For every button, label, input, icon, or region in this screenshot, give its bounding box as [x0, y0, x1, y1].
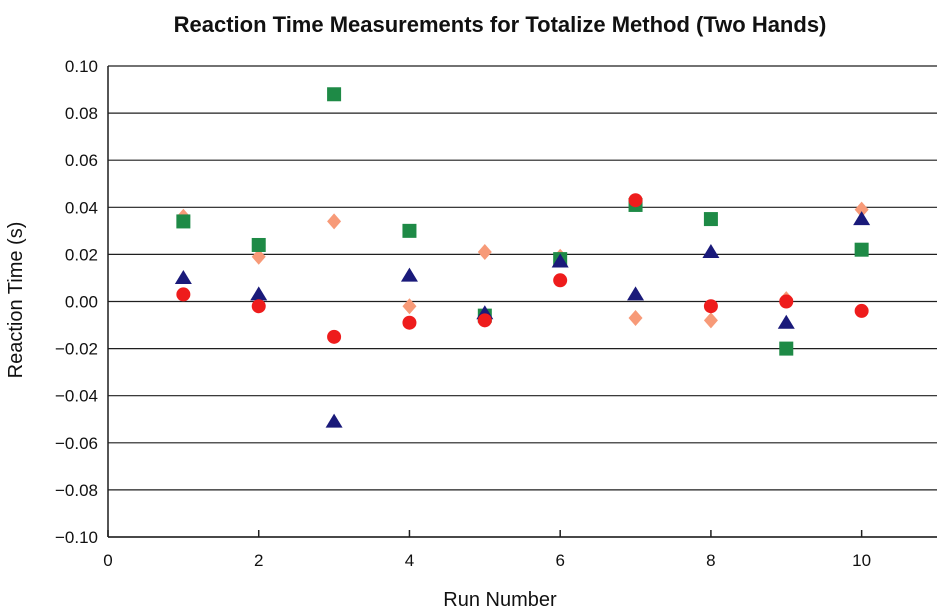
square-point: [327, 87, 342, 102]
circle-point: [779, 294, 794, 309]
diamond-point: [628, 309, 643, 326]
triangle-point: [400, 267, 418, 282]
square-point: [176, 214, 191, 229]
triangle-point: [174, 269, 192, 284]
diamond-point: [402, 298, 417, 315]
triangle-point: [551, 253, 569, 268]
square-point: [402, 223, 417, 238]
x-axis-title: Run Number: [443, 589, 557, 611]
circle-point: [703, 299, 718, 314]
triangle-point: [627, 286, 645, 301]
square-point: [251, 237, 266, 252]
square-point: [703, 212, 718, 227]
triangle-point: [853, 211, 871, 226]
x-tick-label: 4: [405, 551, 414, 570]
grid-lines: [108, 65, 937, 538]
square-point: [779, 341, 794, 356]
y-tick-label: 0.08: [65, 104, 98, 123]
x-tick-label: 0: [103, 551, 112, 570]
chart-title: Reaction Time Measurements for Totalize …: [174, 12, 827, 37]
y-tick-label: −0.06: [55, 434, 98, 453]
y-tick-label: −0.02: [55, 340, 98, 359]
circle-point: [553, 273, 568, 288]
triangle-point: [250, 286, 268, 301]
y-tick-label: −0.10: [55, 528, 98, 547]
y-tick-label: 0.00: [65, 293, 98, 312]
y-tick-label: 0.02: [65, 245, 98, 264]
y-tick-label: −0.08: [55, 481, 98, 500]
x-tick-label: 8: [706, 551, 715, 570]
y-tick-label: 0.06: [65, 151, 98, 170]
circle-point: [402, 315, 417, 330]
x-tick-label: 6: [555, 551, 564, 570]
square-point: [854, 242, 869, 257]
x-tick-label: 2: [254, 551, 263, 570]
diamond-point: [327, 213, 342, 230]
circle-point: [854, 303, 869, 318]
diamond-point: [251, 248, 266, 265]
axes: [107, 66, 937, 538]
y-axis-title: Reaction Time (s): [5, 222, 27, 379]
diamond-point: [854, 201, 869, 218]
triangle-point: [325, 413, 343, 428]
tick-labels: −0.10 −0.08 −0.06 −0.04 −0.02 0.00 0.02 0.04 0.0…: [55, 57, 871, 570]
circle-point: [176, 287, 191, 302]
circle-point: [327, 329, 342, 344]
data-points: [174, 87, 871, 428]
x-tick-label: 10: [852, 551, 871, 570]
triangle-point: [777, 314, 795, 329]
circle-point: [477, 313, 492, 328]
triangle-point: [702, 244, 720, 259]
y-tick-label: −0.04: [55, 387, 98, 406]
diamond-point: [703, 312, 718, 329]
y-tick-label: 0.04: [65, 198, 98, 217]
diamond-point: [477, 244, 492, 261]
y-tick-label: 0.10: [65, 57, 98, 76]
circle-point: [251, 299, 266, 314]
circle-point: [628, 193, 643, 208]
